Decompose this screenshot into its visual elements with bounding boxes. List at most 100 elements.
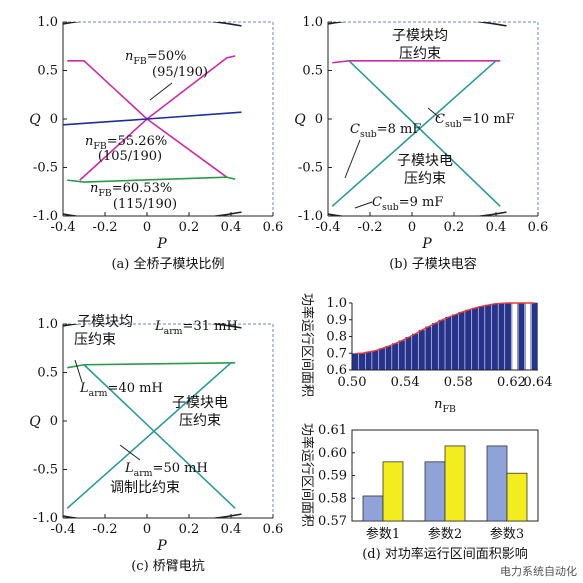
chart-caption: (c) 桥臂电抗	[131, 559, 205, 574]
y-tick-label: -1.0	[33, 511, 58, 526]
annotation-voltage-sub: 压约束	[404, 171, 446, 187]
y-axis-label: 功率运行区间面积	[299, 293, 315, 397]
x-tick-label: 0.6	[263, 220, 284, 235]
y-tick-label: 0.57	[318, 514, 347, 529]
x-tick-label: 0.6	[528, 220, 549, 235]
bar	[438, 319, 445, 371]
y-tick-label: 0.59	[318, 469, 347, 484]
y-tick-label: 0.58	[318, 491, 347, 506]
x-tick-label: -0.4	[50, 522, 75, 537]
bar	[382, 461, 404, 522]
bar	[478, 306, 485, 371]
y-tick-label: -0.5	[298, 161, 323, 176]
y-tick-label: 0.7	[326, 346, 347, 361]
bar	[405, 337, 412, 371]
x-tick-label: 0.2	[179, 522, 200, 537]
annotation-larm50: Larm=50 mH	[124, 461, 208, 479]
bar	[485, 304, 492, 371]
bar	[505, 302, 512, 371]
bar	[445, 316, 452, 371]
x-axis-label: P	[156, 538, 167, 554]
annotation-voltage: 子模块电	[397, 153, 453, 169]
annotation-larm40: Larm=40 mH	[79, 381, 163, 399]
series-line	[66, 362, 232, 509]
x-axis-label: P	[156, 236, 167, 252]
annotation-leader	[119, 444, 141, 461]
x-axis-label: P	[421, 236, 432, 252]
y-axis-label: Q	[294, 112, 306, 128]
pq-chart-b: -0.4 -0.2 0 0.2 0.4 0.6 1.0 0.5 0 -0.5 -1.0 P Q (b) 子…	[294, 15, 548, 272]
chart-caption: (a) 全桥子模块比例	[111, 256, 224, 272]
pq-chart-c: -0.4 -0.2 0 0.2 0.4 0.6 1.0 0.5 0 -0.5 -1.0 P Q (c) 桥…	[29, 317, 283, 574]
x-tick-label: -0.2	[92, 220, 117, 235]
x-tick-label: 0.58	[444, 375, 473, 390]
watermark: 电力系统自动化	[500, 565, 577, 578]
bar	[424, 461, 446, 522]
annotation-balance-sub: 压约束	[74, 332, 116, 348]
y-tick-label: -0.5	[33, 463, 58, 478]
bar	[425, 326, 432, 371]
y-tick-label: 0.5	[37, 366, 58, 381]
y-tick-label: 0.5	[37, 64, 58, 79]
annotation-csub10: Csub=10 mF	[435, 112, 515, 130]
annotation-csub9: Csub=9 mF	[372, 195, 443, 213]
annotation-leader	[354, 201, 373, 209]
bar	[518, 302, 525, 371]
category-label: 参数3	[490, 526, 524, 542]
series-line	[331, 60, 497, 207]
annotation-nfb5526-sub: (105/190)	[98, 149, 162, 164]
annotation-balance-sub: 压约束	[399, 46, 441, 62]
annotation-voltage-sub: 压约束	[179, 413, 221, 429]
annotation-balance: 子模块均	[77, 314, 133, 330]
y-tick-label: 1.0	[37, 15, 58, 30]
annotation-leader	[344, 139, 361, 179]
bar	[365, 351, 372, 371]
annotation-leader	[149, 82, 173, 101]
annotation-nfb6053-sub: (115/190)	[113, 197, 177, 212]
chart-caption: (b) 子模块电容	[389, 256, 477, 272]
bar	[491, 303, 498, 371]
x-tick-label: 0.54	[391, 375, 420, 390]
annotation-leader	[74, 359, 83, 383]
y-tick-label: 0.61	[318, 423, 347, 438]
bar	[444, 445, 466, 522]
annotation-leader	[427, 107, 441, 119]
series-line	[328, 211, 507, 216]
series-line	[67, 176, 236, 183]
bar	[451, 314, 459, 371]
bar	[398, 340, 405, 371]
y-tick-label: 0	[315, 112, 323, 127]
y-tick-label: -1.0	[298, 209, 323, 224]
x-tick-label: 0.64	[524, 375, 553, 390]
x-tick-label: -0.4	[315, 220, 340, 235]
bar	[531, 302, 538, 371]
y-tick-label: 0	[50, 414, 58, 429]
category-label: 参数2	[428, 526, 462, 542]
area-vs-nfb-chart: 1.0 0.9 0.80.7 0.60.50 0.54 0.58 0.620.64 功率运行区…	[299, 293, 552, 397]
bar	[511, 302, 518, 371]
x-tick-label: 0.62	[497, 375, 526, 390]
y-tick-label: -0.5	[33, 161, 58, 176]
bar	[352, 353, 359, 371]
y-axis-label: Q	[29, 112, 41, 128]
x-tick-label: 0	[408, 220, 416, 235]
x-axis-label: nFB	[434, 397, 456, 415]
x-tick-label: 0.4	[221, 220, 242, 235]
y-tick-label: 0.5	[302, 64, 323, 79]
bar	[412, 333, 419, 371]
pq-chart-a: -0.4 -0.2 0 0.2 0.4 0.6 1.0 0.5 0 -0.5 -1.0 P Q (a) 全…	[29, 15, 283, 272]
x-tick-label: 0.2	[444, 220, 465, 235]
y-tick-label: 1.0	[302, 15, 323, 30]
bar	[471, 307, 478, 371]
series-line	[63, 324, 242, 329]
bar	[378, 348, 385, 371]
annotation-nfb5526: nFB=55.26%	[85, 134, 167, 152]
y-tick-label: 1.0	[37, 317, 58, 332]
bar	[385, 345, 392, 371]
x-tick-label: 0.4	[221, 522, 242, 537]
x-tick-label: 0.2	[179, 220, 200, 235]
y-axis-label: 功率运行区间面积	[299, 423, 315, 527]
x-tick-label: -0.4	[50, 220, 75, 235]
chart-caption: (d) 对功率运行区间面积影响	[362, 546, 528, 562]
